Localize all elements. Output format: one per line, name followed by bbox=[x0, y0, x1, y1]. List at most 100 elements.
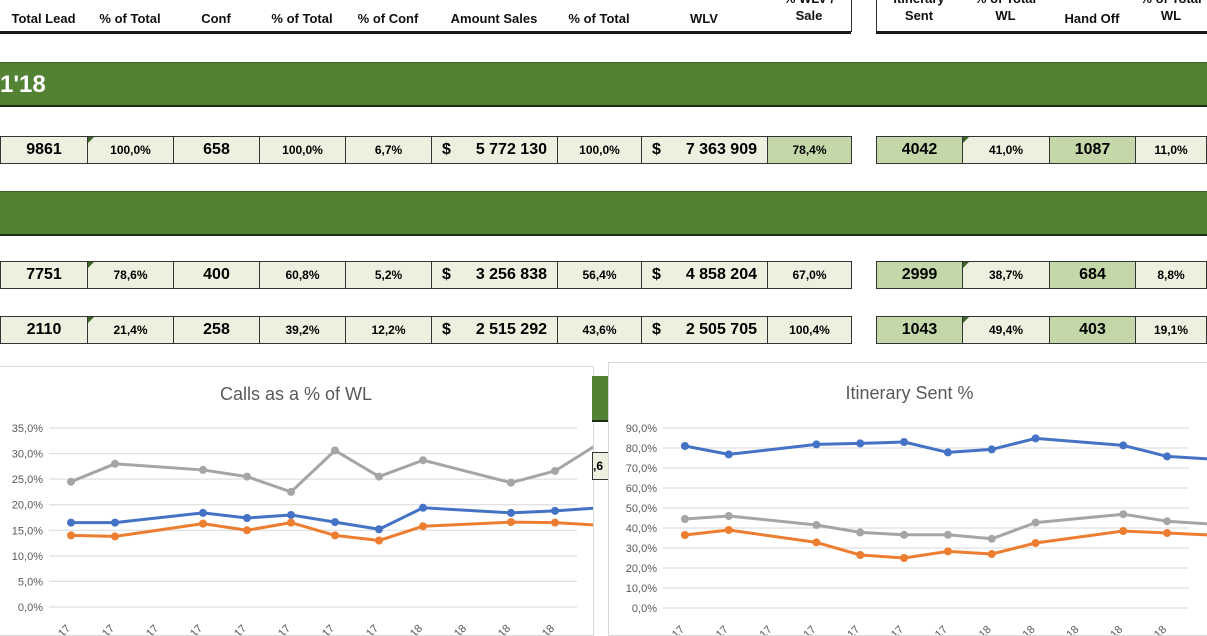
table-cell[interactable]: 56,4% bbox=[557, 261, 642, 289]
table-cell[interactable]: $5 772 130 bbox=[431, 136, 558, 164]
chart-plot: 0,0%5,0%10,0%15,0%20,0%25,0%30,0%35,0%17… bbox=[0, 367, 593, 635]
x-tick-label: 17 bbox=[320, 623, 337, 635]
table-cell[interactable]: $3 256 838 bbox=[431, 261, 558, 289]
y-tick-label: 25,0% bbox=[12, 474, 43, 486]
chart-itinerary-sent-pct[interactable]: Itinerary Sent % 0,0%10,0%20,0%30,0%40,0… bbox=[608, 362, 1207, 636]
hidden-cell-fragment: ,6 bbox=[592, 452, 609, 480]
data-point bbox=[944, 547, 952, 555]
table-cell[interactable]: 6,7% bbox=[345, 136, 432, 164]
table-cell[interactable]: 1043 bbox=[876, 316, 963, 344]
column-header: Conf bbox=[173, 11, 259, 26]
table-cell[interactable]: 67,0% bbox=[767, 261, 852, 289]
currency-symbol: $ bbox=[652, 321, 661, 339]
data-point bbox=[331, 531, 339, 539]
data-point bbox=[1163, 517, 1171, 525]
table-cell[interactable]: 100,0% bbox=[259, 136, 346, 164]
table-cell[interactable]: 5,2% bbox=[345, 261, 432, 289]
table-cell[interactable]: 38,7% bbox=[962, 261, 1050, 289]
data-point bbox=[331, 518, 339, 526]
table-cell[interactable]: 41,0% bbox=[962, 136, 1050, 164]
comment-indicator bbox=[963, 137, 969, 143]
table-cell[interactable]: 258 bbox=[173, 316, 260, 344]
x-tick-label: 18 bbox=[452, 623, 469, 635]
y-tick-label: 20,0% bbox=[12, 500, 43, 512]
table-cell[interactable]: 2110 bbox=[0, 316, 88, 344]
y-tick-label: 10,0% bbox=[12, 551, 43, 563]
hidden-band-fragment bbox=[592, 376, 609, 422]
table-cell[interactable]: 78,4% bbox=[767, 136, 852, 164]
cell-value: 2 505 705 bbox=[686, 321, 757, 339]
table-cell[interactable]: 100,0% bbox=[87, 136, 174, 164]
data-point bbox=[988, 535, 996, 543]
table-cell[interactable]: $2 505 705 bbox=[641, 316, 768, 344]
table-cell[interactable]: 39,2% bbox=[259, 316, 346, 344]
x-tick-label: 17 bbox=[670, 624, 687, 635]
table-cell[interactable]: 2999 bbox=[876, 261, 963, 289]
table-cell[interactable]: $7 363 909 bbox=[641, 136, 768, 164]
column-header: % of Total bbox=[87, 11, 173, 26]
data-point bbox=[375, 525, 383, 533]
data-point bbox=[375, 537, 383, 545]
data-point bbox=[681, 515, 689, 523]
data-point bbox=[856, 551, 864, 559]
table-cell[interactable]: 8,8% bbox=[1135, 261, 1207, 289]
y-tick-label: 70,0% bbox=[626, 463, 657, 475]
column-header: % WLV /Sale bbox=[767, 0, 851, 23]
table-cell[interactable]: 43,6% bbox=[557, 316, 642, 344]
data-point bbox=[900, 554, 908, 562]
data-point bbox=[681, 442, 689, 450]
y-tick-label: 30,0% bbox=[12, 449, 43, 461]
data-point bbox=[507, 518, 515, 526]
data-point bbox=[67, 531, 75, 539]
data-point bbox=[1163, 452, 1171, 460]
table-cell[interactable]: $2 515 292 bbox=[431, 316, 558, 344]
table-cell[interactable]: 4042 bbox=[876, 136, 963, 164]
table-cell[interactable]: 100,0% bbox=[557, 136, 642, 164]
table-cell[interactable]: 684 bbox=[1049, 261, 1136, 289]
data-point bbox=[681, 531, 689, 539]
data-point bbox=[551, 519, 559, 527]
table-cell[interactable]: $4 858 204 bbox=[641, 261, 768, 289]
data-point bbox=[812, 538, 820, 546]
table-cell[interactable]: 49,4% bbox=[962, 316, 1050, 344]
y-tick-label: 40,0% bbox=[626, 523, 657, 535]
table-cell[interactable]: 11,0% bbox=[1135, 136, 1207, 164]
table-cell[interactable]: 1087 bbox=[1049, 136, 1136, 164]
column-header-line2: WL bbox=[1135, 8, 1207, 23]
data-point bbox=[900, 438, 908, 446]
data-point bbox=[944, 448, 952, 456]
table-cell[interactable]: 658 bbox=[173, 136, 260, 164]
data-point bbox=[856, 528, 864, 536]
table-cell[interactable]: 403 bbox=[1049, 316, 1136, 344]
currency-symbol: $ bbox=[652, 141, 661, 159]
x-tick-label: 17 bbox=[933, 624, 950, 635]
chart-calls-pct-wl[interactable]: Calls as a % of WL 0,0%5,0%10,0%15,0%20,… bbox=[0, 366, 594, 636]
x-tick-label: 17 bbox=[188, 623, 205, 635]
series-line bbox=[71, 508, 593, 529]
table-cell[interactable]: 7751 bbox=[0, 261, 88, 289]
column-header-line2: Sent bbox=[876, 8, 962, 23]
data-point bbox=[111, 519, 119, 527]
x-tick-label: 17 bbox=[889, 624, 906, 635]
table-cell[interactable]: 60,8% bbox=[259, 261, 346, 289]
data-point bbox=[419, 522, 427, 530]
y-tick-label: 0,0% bbox=[18, 602, 43, 614]
table-cell[interactable]: 78,6% bbox=[87, 261, 174, 289]
data-point bbox=[551, 507, 559, 515]
data-point bbox=[1032, 539, 1040, 547]
data-point bbox=[331, 447, 339, 455]
x-tick-label: 17 bbox=[100, 623, 117, 635]
table-cell[interactable]: 100,4% bbox=[767, 316, 852, 344]
data-point bbox=[812, 521, 820, 529]
table-cell[interactable]: 12,2% bbox=[345, 316, 432, 344]
section-band bbox=[0, 191, 1207, 236]
table-cell[interactable]: 9861 bbox=[0, 136, 88, 164]
column-header-line1: % of Total bbox=[962, 0, 1049, 8]
cell-value: 2 515 292 bbox=[476, 321, 547, 339]
data-point bbox=[988, 550, 996, 558]
cell-value: 7 363 909 bbox=[686, 141, 757, 159]
table-cell[interactable]: 21,4% bbox=[87, 316, 174, 344]
table-cell[interactable]: 19,1% bbox=[1135, 316, 1207, 344]
table-cell[interactable]: 400 bbox=[173, 261, 260, 289]
